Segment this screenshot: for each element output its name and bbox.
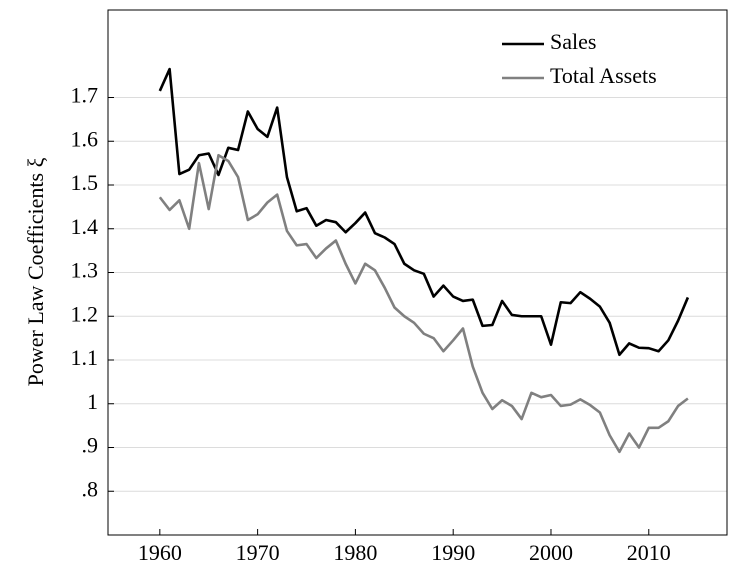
x-tick-label: 1990: [431, 540, 475, 565]
y-tick-label: 1.2: [71, 301, 99, 326]
plot-frame: [107, 9, 728, 536]
y-tick-label: .9: [82, 433, 99, 458]
y-tick-label: .8: [82, 476, 99, 501]
x-tick-label: 1980: [333, 540, 377, 565]
y-axis-label: Power Law Coefficients ξ: [23, 157, 48, 386]
y-tick-label: 1.7: [71, 83, 99, 108]
y-tick-label: 1.4: [71, 214, 99, 239]
y-tick-label: 1.1: [71, 345, 99, 370]
y-tick-label: 1.6: [71, 126, 99, 151]
y-tick-label: 1: [87, 389, 98, 414]
x-tick-label: 1970: [236, 540, 280, 565]
y-tick-label: 1.3: [71, 258, 99, 283]
legend-label: Sales: [550, 29, 596, 54]
x-tick-label: 2010: [627, 540, 671, 565]
legend-label: Total Assets: [550, 63, 657, 88]
legend-box: [492, 14, 726, 94]
y-tick-label: 1.5: [71, 170, 99, 195]
x-tick-label: 2000: [529, 540, 573, 565]
x-tick-label: 1960: [138, 540, 182, 565]
series-line: [158, 67, 690, 357]
series-line: [158, 153, 689, 454]
